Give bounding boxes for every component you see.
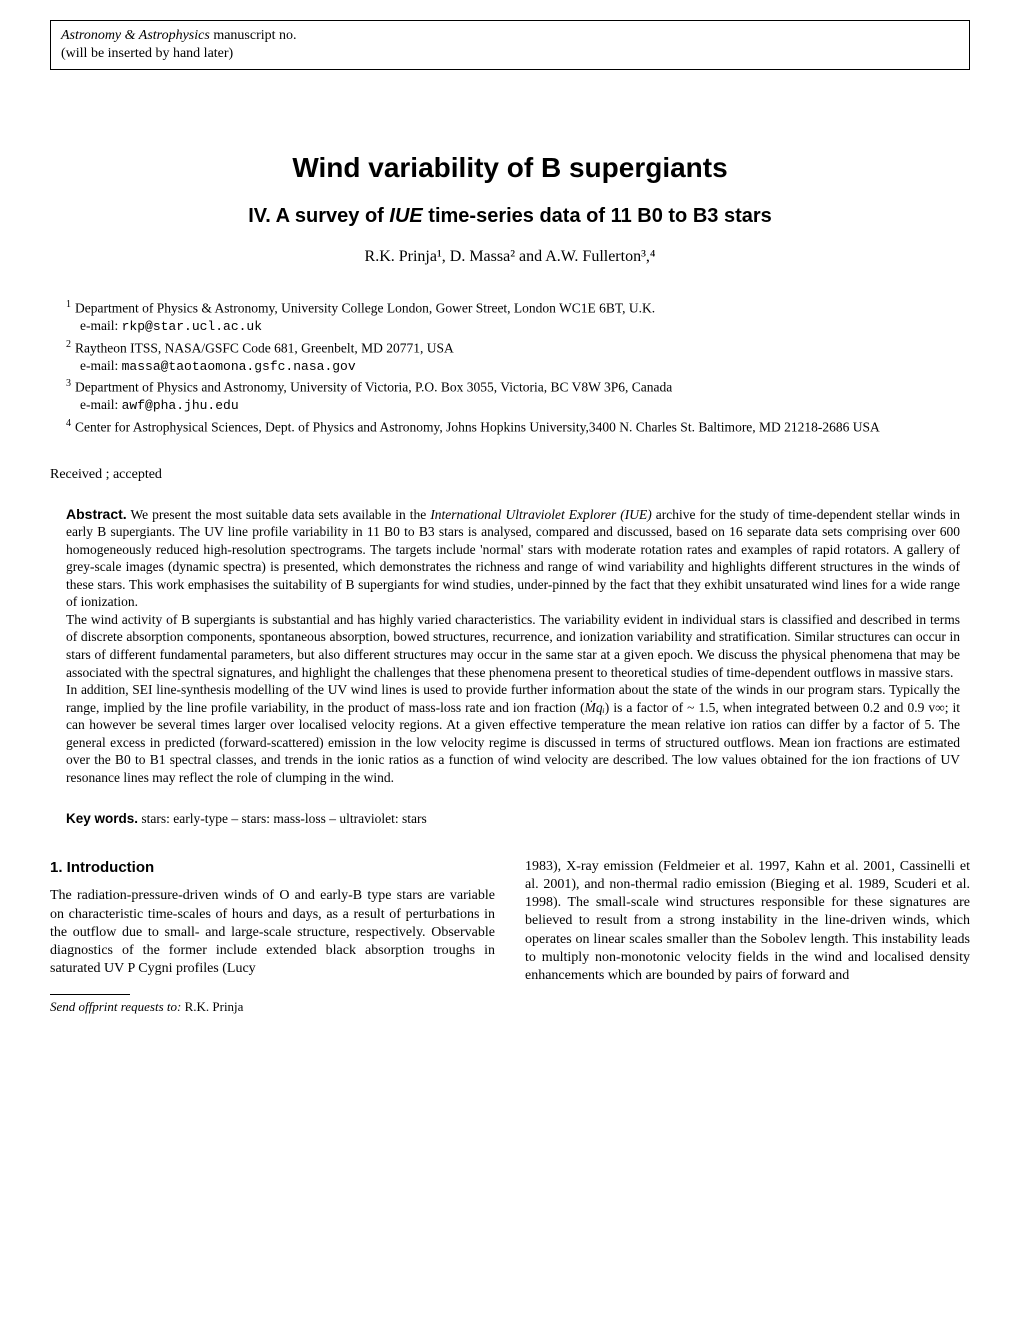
affiliation-number: 3 <box>66 378 71 389</box>
affiliation: 3 Department of Physics and Astronomy, Un… <box>66 377 970 415</box>
paper-title: Wind variability of B supergiants <box>50 150 970 186</box>
subtitle-suffix: time-series data of 11 B0 to B3 stars <box>423 205 772 227</box>
two-column-body: 1. Introduction The radiation-pressure-d… <box>50 858 970 1016</box>
affiliation-text: Department of Physics and Astronomy, Uni… <box>75 380 672 395</box>
left-column: 1. Introduction The radiation-pressure-d… <box>50 858 495 1016</box>
abstract-text: archive for the study of time-dependent … <box>66 507 960 610</box>
email-prefix: e-mail: <box>80 358 122 373</box>
right-column: 1983), X-ray emission (Feldmeier et al. … <box>525 858 970 1016</box>
email-prefix: e-mail: <box>80 318 122 333</box>
abstract-italic: International Ultraviolet Explorer (IUE) <box>430 507 651 522</box>
abstract-math: Ṁqᵢ <box>585 700 605 715</box>
affiliation: 1 Department of Physics & Astronomy, Univ… <box>66 298 970 336</box>
body-paragraph: The radiation-pressure-driven winds of O… <box>50 887 495 978</box>
affiliation-email: awf@pha.jhu.edu <box>122 398 239 413</box>
footnote: Send offprint requests to: R.K. Prinja <box>50 999 495 1016</box>
abstract-label: Abstract. <box>66 506 127 522</box>
affiliation-email: rkp@star.ucl.ac.uk <box>122 319 262 334</box>
affiliation-email: massa@taotaomona.gsfc.nasa.gov <box>122 359 356 374</box>
keywords-text: stars: early-type – stars: mass-loss – u… <box>138 811 427 826</box>
email-prefix: e-mail: <box>80 397 122 412</box>
authors: R.K. Prinja¹, D. Massa² and A.W. Fullert… <box>50 247 970 268</box>
body-paragraph: 1983), X-ray emission (Feldmeier et al. … <box>525 858 970 985</box>
affiliation: 2 Raytheon ITSS, NASA/GSFC Code 681, Gree… <box>66 338 970 376</box>
abstract-paragraph: The wind activity of B supergiants is su… <box>66 611 960 681</box>
footnote-label: Send offprint requests to: <box>50 999 181 1014</box>
affiliation-text: Center for Astrophysical Sciences, Dept.… <box>75 420 880 435</box>
keywords-label: Key words. <box>66 811 138 826</box>
abstract-block: Abstract. We present the most suitable d… <box>50 505 970 787</box>
affiliation-text: Department of Physics & Astronomy, Unive… <box>75 300 655 315</box>
section-heading: 1. Introduction <box>50 858 495 878</box>
subtitle-italic: IUE <box>389 205 422 227</box>
affiliation-number: 1 <box>66 299 71 310</box>
subtitle-prefix: IV. A survey of <box>248 205 389 227</box>
footnote-rule <box>50 994 130 995</box>
affiliation: 4 Center for Astrophysical Sciences, Dept… <box>66 417 970 436</box>
header-box: Astronomy & Astrophysics manuscript no. … <box>50 20 970 70</box>
affiliation-number: 4 <box>66 418 71 429</box>
received-accepted: Received ; accepted <box>50 466 970 484</box>
journal-name: Astronomy & Astrophysics <box>61 28 210 43</box>
affiliation-text: Raytheon ITSS, NASA/GSFC Code 681, Green… <box>75 340 454 355</box>
paper-subtitle: IV. A survey of IUE time-series data of … <box>50 203 970 229</box>
footnote-text: R.K. Prinja <box>181 999 243 1014</box>
insert-note: (will be inserted by hand later) <box>61 45 959 63</box>
keywords-block: Key words. stars: early-type – stars: ma… <box>50 810 970 828</box>
affiliation-number: 2 <box>66 339 71 350</box>
affiliations-block: 1 Department of Physics & Astronomy, Univ… <box>50 298 970 437</box>
abstract-text: We present the most suitable data sets a… <box>127 507 431 522</box>
manuscript-number: manuscript no. <box>210 28 297 43</box>
